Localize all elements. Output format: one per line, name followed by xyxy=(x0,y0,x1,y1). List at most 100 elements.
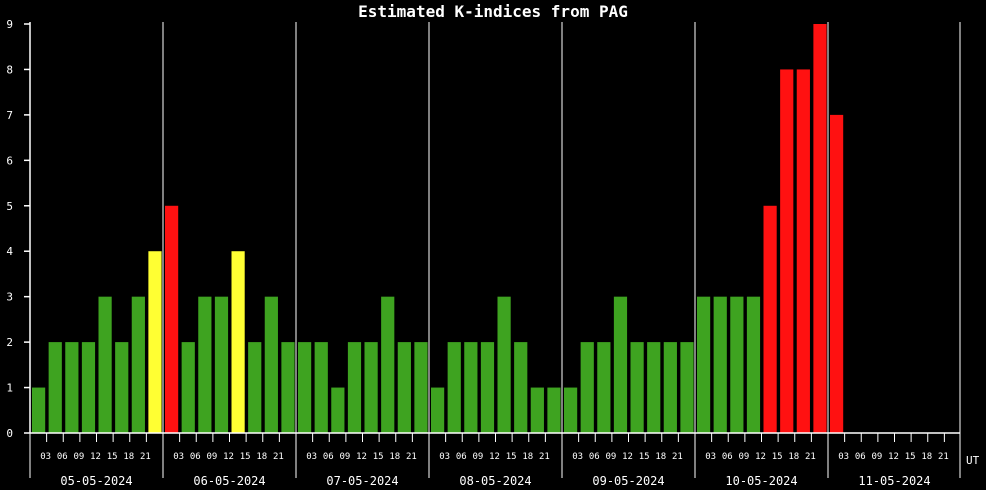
hour-tick-label: 15 xyxy=(639,452,650,462)
hour-tick-label: 06 xyxy=(456,452,467,462)
k-index-bar xyxy=(647,342,661,433)
k-index-bar xyxy=(580,342,594,433)
hour-tick-label: 21 xyxy=(672,452,683,462)
y-tick-label: 3 xyxy=(6,291,13,304)
hour-tick-label: 06 xyxy=(722,452,733,462)
hour-tick-label: 09 xyxy=(605,452,616,462)
k-index-bar xyxy=(564,387,578,433)
k-index-bar xyxy=(65,342,79,433)
hour-tick-label: 03 xyxy=(838,452,849,462)
hour-tick-label: 18 xyxy=(123,452,134,462)
k-index-bar xyxy=(181,342,195,433)
k-index-bar xyxy=(198,296,212,433)
hour-tick-label: 18 xyxy=(522,452,533,462)
hour-tick-label: 09 xyxy=(73,452,84,462)
k-index-bar xyxy=(613,296,628,433)
k-index-bar xyxy=(48,342,62,433)
date-label: 09-05-2024 xyxy=(592,474,664,488)
chart-title: Estimated K-indices from PAG xyxy=(358,2,628,21)
k-index-bar xyxy=(464,342,478,433)
hour-tick-label: 18 xyxy=(788,452,799,462)
hour-tick-label: 21 xyxy=(140,452,151,462)
k-index-bar xyxy=(480,342,495,433)
k-index-bar xyxy=(32,387,46,433)
hour-tick-label: 03 xyxy=(306,452,317,462)
date-label: 06-05-2024 xyxy=(193,474,265,488)
k-index-bar xyxy=(713,296,727,433)
date-label: 05-05-2024 xyxy=(60,474,132,488)
k-index-bar xyxy=(231,251,245,433)
hour-tick-label: 12 xyxy=(755,452,766,462)
k-index-bar xyxy=(680,342,694,433)
k-index-bar xyxy=(813,24,827,433)
k-index-bar xyxy=(131,296,145,433)
k-index-bar xyxy=(214,296,229,433)
k-index-bar xyxy=(81,342,96,433)
k-index-bar xyxy=(347,342,362,433)
y-tick-label: 8 xyxy=(6,63,13,76)
y-tick-label: 4 xyxy=(6,245,13,258)
k-index-bar xyxy=(547,387,561,433)
y-tick-label: 9 xyxy=(6,18,13,31)
k-index-bar xyxy=(414,342,428,433)
k-index-bar xyxy=(397,342,411,433)
hour-tick-label: 15 xyxy=(506,452,517,462)
hour-tick-label: 15 xyxy=(772,452,783,462)
date-label: 10-05-2024 xyxy=(725,474,797,488)
hour-tick-label: 06 xyxy=(855,452,866,462)
hour-tick-label: 12 xyxy=(489,452,500,462)
k-index-bar xyxy=(663,342,677,433)
hour-tick-label: 03 xyxy=(173,452,184,462)
k-index-bar xyxy=(281,342,295,433)
y-tick-label: 5 xyxy=(6,200,13,213)
hour-tick-label: 09 xyxy=(871,452,882,462)
hour-tick-label: 09 xyxy=(738,452,749,462)
hour-tick-label: 21 xyxy=(938,452,949,462)
hour-tick-label: 21 xyxy=(406,452,417,462)
k-index-bar xyxy=(730,296,744,433)
hour-tick-label: 06 xyxy=(57,452,68,462)
hour-tick-label: 06 xyxy=(589,452,600,462)
x-axis-unit-label: UT xyxy=(966,454,980,467)
k-index-bar xyxy=(331,387,345,433)
k-index-bar xyxy=(314,342,328,433)
y-tick-label: 2 xyxy=(6,336,13,349)
hour-tick-label: 06 xyxy=(190,452,201,462)
hour-tick-label: 18 xyxy=(256,452,267,462)
k-index-bar xyxy=(98,296,112,433)
date-label: 11-05-2024 xyxy=(858,474,930,488)
k-index-bar xyxy=(447,342,461,433)
hour-tick-label: 03 xyxy=(40,452,51,462)
hour-tick-label: 06 xyxy=(323,452,334,462)
bars-layer xyxy=(32,24,844,433)
date-label: 08-05-2024 xyxy=(459,474,531,488)
y-tick-label: 1 xyxy=(6,382,13,395)
hour-tick-label: 03 xyxy=(705,452,716,462)
hour-tick-label: 18 xyxy=(389,452,400,462)
hour-tick-label: 12 xyxy=(356,452,367,462)
k-index-bar xyxy=(115,342,129,433)
k-index-bar xyxy=(364,342,378,433)
k-index-bar xyxy=(298,342,312,433)
hour-tick-label: 21 xyxy=(539,452,550,462)
k-index-bar xyxy=(165,205,179,433)
hour-tick-label: 12 xyxy=(888,452,899,462)
date-label: 07-05-2024 xyxy=(326,474,398,488)
k-index-bar xyxy=(514,342,528,433)
hour-tick-label: 15 xyxy=(107,452,118,462)
hour-tick-label: 15 xyxy=(240,452,251,462)
hour-tick-label: 15 xyxy=(905,452,916,462)
hour-tick-label: 03 xyxy=(439,452,450,462)
k-index-bar xyxy=(780,69,794,433)
hour-tick-label: 15 xyxy=(373,452,384,462)
k-index-bar xyxy=(597,342,611,433)
hour-tick-label: 12 xyxy=(223,452,234,462)
hour-tick-label: 21 xyxy=(805,452,816,462)
k-index-bar xyxy=(497,296,511,433)
hour-tick-label: 18 xyxy=(921,452,932,462)
hour-tick-label: 09 xyxy=(339,452,350,462)
hour-tick-label: 03 xyxy=(572,452,583,462)
k-index-bar xyxy=(381,296,395,433)
